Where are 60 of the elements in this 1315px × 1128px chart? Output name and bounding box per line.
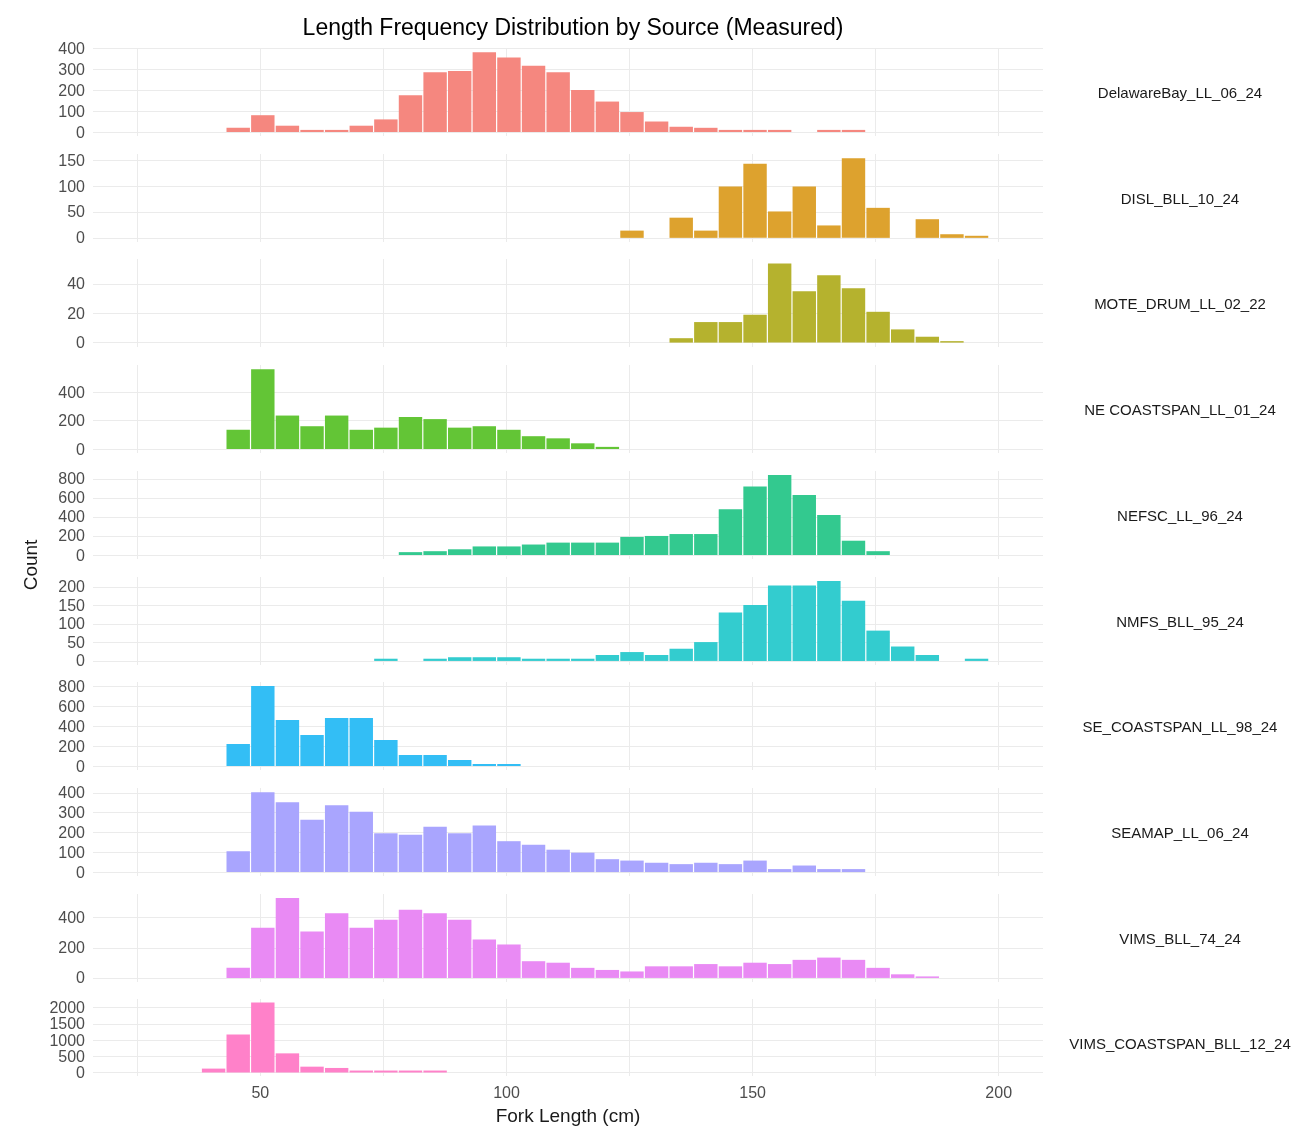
y-tick-label: 100 (58, 177, 86, 195)
text: VIMS_BLL_74_24 (1119, 929, 1241, 947)
y-tick-label: 400 (58, 39, 86, 57)
y-tick-label: 400 (58, 383, 86, 401)
y-tick-label: 0 (76, 969, 86, 987)
y-tick-label: 200 (58, 577, 86, 595)
y-tick-label: 800 (58, 677, 86, 695)
y-tick-label: 300 (58, 60, 86, 78)
y-tick-label: 150 (58, 151, 86, 169)
y-tick-label: 300 (58, 804, 86, 822)
y-tick-label: 0 (76, 440, 86, 458)
y-tick-label: 20 (67, 305, 86, 323)
y-tick-label: 2000 (49, 999, 86, 1017)
y-tick-label: 1500 (49, 1015, 86, 1033)
text: SEAMAP_LL_06_24 (1111, 823, 1249, 841)
y-tick-label: 50 (67, 203, 86, 221)
y-tick-label: 100 (58, 843, 86, 861)
y-tick-label: 100 (58, 614, 86, 632)
y-tick-label: 0 (76, 546, 86, 564)
y-tick-label: 200 (58, 938, 86, 956)
y-axis-title: Count (19, 538, 41, 591)
y-tick-label: 0 (76, 229, 86, 247)
y-tick-label: 0 (76, 123, 86, 141)
text: VIMS_COASTSPAN_BLL_12_24 (1069, 1034, 1291, 1052)
y-tick-label: 0 (76, 334, 86, 352)
text: NMFS_BLL_95_24 (1116, 612, 1244, 629)
y-tick-label: 200 (58, 412, 86, 430)
y-tick-label: 0 (76, 1064, 86, 1082)
x-tick-label: 100 (493, 1083, 520, 1101)
chart-title: Length Frequency Distribution by Source (Measured) (302, 13, 844, 40)
y-tick-label: 200 (58, 737, 86, 755)
y-tick-label: 0 (76, 651, 86, 669)
y-tick-label: 150 (58, 596, 86, 614)
y-tick-label: 200 (58, 823, 86, 841)
y-tick-label: 200 (58, 81, 86, 99)
x-tick-label: 200 (985, 1083, 1013, 1101)
y-tick-label: 500 (58, 1048, 86, 1066)
text: DISL_BLL_10_24 (1120, 189, 1240, 207)
text: NE COASTSPAN_LL_01_24 (1084, 400, 1276, 418)
y-tick-label: 600 (58, 697, 86, 715)
text: DelawareBay_LL_06_24 (1097, 83, 1263, 101)
y-tick-label: 600 (58, 489, 86, 507)
text: SE_COASTSPAN_LL_98_24 (1082, 717, 1278, 735)
y-tick-label: 100 (58, 102, 86, 120)
y-tick-label: 40 (67, 275, 86, 293)
y-tick-label: 0 (76, 757, 86, 775)
y-tick-label: 0 (76, 863, 86, 881)
y-tick-label: 400 (58, 717, 86, 735)
y-tick-label: 50 (67, 633, 86, 651)
x-tick-label: 50 (251, 1083, 270, 1101)
y-tick-label: 400 (58, 784, 86, 802)
x-axis-title: Fork Length (cm) (495, 1105, 641, 1127)
y-tick-label: 800 (58, 470, 86, 488)
text: NEFSC_LL_96_24 (1117, 506, 1243, 524)
x-tick-label: 150 (739, 1083, 767, 1101)
y-tick-label: 1000 (49, 1031, 86, 1049)
y-tick-label: 400 (58, 908, 86, 926)
y-tick-label: 200 (58, 527, 86, 545)
y-tick-label: 400 (58, 508, 86, 526)
text: MOTE_DRUM_LL_02_22 (1094, 294, 1266, 312)
